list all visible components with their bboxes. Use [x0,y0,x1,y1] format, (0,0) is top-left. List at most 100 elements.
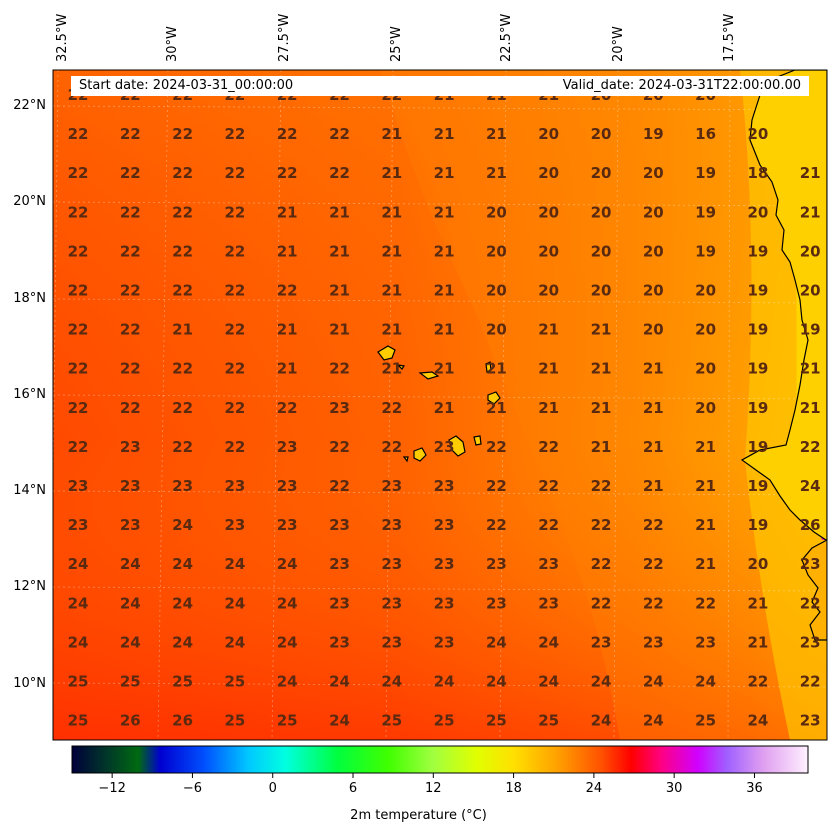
colorbar-tick-label: 6 [348,781,358,796]
temperature-value: 23 [800,712,821,730]
temperature-value: 22 [486,516,507,534]
lon-label-30w: 30°W [165,26,180,62]
temperature-value: 21 [800,360,821,378]
lon-label-17-5w: 17.5°W [722,13,737,62]
temperature-value: 19 [695,203,716,221]
temperature-value: 25 [224,673,245,691]
temperature-value: 24 [643,673,664,691]
temperature-value: 21 [277,321,298,339]
temperature-value: 22 [329,360,350,378]
temperature-value: 24 [277,555,298,573]
temperature-value: 24 [120,633,141,651]
temperature-value: 20 [747,203,768,221]
lon-label-25w: 25°W [389,26,404,62]
temperature-value: 20 [591,282,612,300]
temperature-value: 22 [68,438,89,456]
temperature-value: 24 [224,633,245,651]
colorbar-title: 2m temperature (°C) [350,808,487,823]
temperature-value: 23 [224,477,245,495]
temperature-value: 22 [486,477,507,495]
africa-coastline [740,70,827,541]
temperature-value: 21 [381,125,402,143]
temperature-value: 24 [277,633,298,651]
temperature-value: 24 [172,633,193,651]
temperature-value: 22 [747,673,768,691]
temperature-value: 19 [747,360,768,378]
temperature-value: 22 [591,516,612,534]
temperature-value: 22 [224,360,245,378]
temperature-value: 23 [329,555,350,573]
temperature-value: 22 [172,438,193,456]
temperature-value: 22 [120,164,141,182]
temperature-value: 23 [120,516,141,534]
temperature-value: 19 [695,164,716,182]
temperature-value: 21 [643,477,664,495]
temperature-value: 20 [800,242,821,260]
temperature-value: 23 [538,594,559,612]
colorbar-ticks [111,773,755,778]
temperature-value: 21 [591,438,612,456]
temperature-value: 22 [800,594,821,612]
temperature-value: 22 [68,125,89,143]
temperature-value: 20 [747,555,768,573]
temperature-value: 22 [277,282,298,300]
temperature-value: 21 [381,360,402,378]
temperature-value: 20 [643,203,664,221]
temperature-value: 21 [538,321,559,339]
temperature-value: 16 [695,125,716,143]
temperature-value: 21 [381,203,402,221]
temperature-value: 22 [68,242,89,260]
temperature-value: 21 [800,399,821,417]
temperature-value: 18 [747,164,768,182]
temperature-value: 21 [695,477,716,495]
temperature-value: 20 [591,203,612,221]
temperature-value: 21 [434,360,455,378]
temperature-value: 26 [172,712,193,730]
temperature-value: 22 [643,516,664,534]
temperature-value: 24 [486,633,507,651]
temperature-value: 20 [591,125,612,143]
temperature-value: 21 [643,438,664,456]
temperature-value: 19 [747,477,768,495]
temperature-value: 20 [486,203,507,221]
temperature-value: 20 [643,242,664,260]
temperature-value: 24 [172,594,193,612]
temperature-value: 20 [695,282,716,300]
temperature-value: 21 [434,282,455,300]
temperature-value: 23 [224,516,245,534]
temperature-value: 23 [381,594,402,612]
temperature-value: 21 [538,399,559,417]
temperature-value: 20 [486,321,507,339]
temperature-value: 25 [695,712,716,730]
temperature-value: 22 [695,594,716,612]
temperature-value: 23 [329,516,350,534]
temperature-value: 24 [224,594,245,612]
temperature-value: 22 [172,164,193,182]
temperature-value: 22 [381,438,402,456]
temperature-value: 21 [277,360,298,378]
temperature-value: 23 [434,633,455,651]
temperature-value: 25 [224,712,245,730]
temperature-value: 25 [172,673,193,691]
temperature-value: 22 [224,164,245,182]
temperature-value: 26 [800,516,821,534]
lon-label-27-5w: 27.5°W [277,13,292,62]
temperature-value: 22 [120,360,141,378]
temperature-value: 22 [172,125,193,143]
temperature-value: 21 [381,242,402,260]
start-date: Start date: 2024-03-31_00:00:00 [79,78,294,93]
temperature-value: 24 [120,594,141,612]
temperature-value: 20 [538,282,559,300]
temperature-value: 21 [486,125,507,143]
lon-label-32-5w: 32.5°W [55,13,70,62]
temperature-value: 22 [224,321,245,339]
colorbar-tick-label: −12 [98,781,126,796]
temperature-value: 20 [486,282,507,300]
lat-label-16n: 16°N [13,387,46,402]
info-box: Start date: 2024-03-31_00:00:00 Valid_da… [71,76,809,96]
temperature-value: 21 [486,164,507,182]
temperature-value: 22 [224,282,245,300]
temperature-value: 21 [800,203,821,221]
temperature-value: 19 [747,438,768,456]
temperature-value: 23 [695,633,716,651]
